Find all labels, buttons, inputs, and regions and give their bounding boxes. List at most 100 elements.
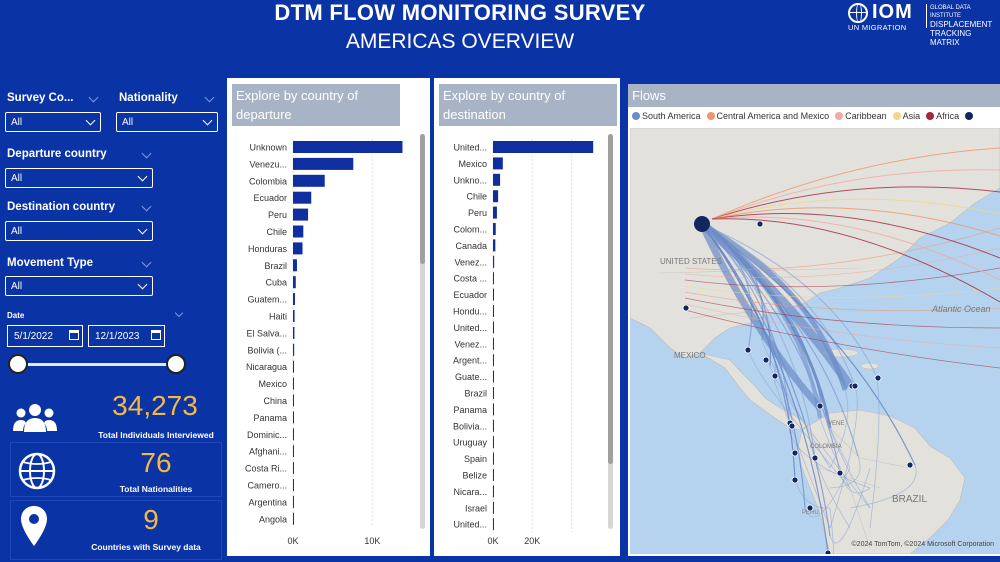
bar[interactable] (493, 469, 494, 481)
nationality-select[interactable]: All (116, 112, 218, 132)
flow-node[interactable] (874, 374, 882, 382)
bar[interactable] (493, 501, 494, 514)
bar[interactable] (493, 206, 497, 219)
flow-node[interactable] (824, 549, 832, 554)
start-date-input[interactable]: 5/1/2022 (7, 325, 83, 347)
bar[interactable] (293, 174, 325, 187)
bar[interactable] (493, 485, 494, 498)
bar[interactable] (493, 223, 496, 235)
date-slider-track[interactable] (18, 363, 176, 366)
flow-node[interactable] (762, 356, 770, 364)
page-subtitle: AMERICAS OVERVIEW (345, 30, 575, 53)
calendar-icon[interactable] (69, 330, 79, 340)
bar[interactable] (293, 326, 295, 339)
destination-country-value: All (11, 226, 23, 237)
bar[interactable] (293, 462, 294, 475)
bar[interactable] (493, 403, 494, 416)
bar[interactable] (493, 354, 494, 367)
departure-scrollbar[interactable] (420, 134, 425, 529)
bar-category-label: Spain (464, 454, 487, 464)
flow-node[interactable] (756, 220, 764, 228)
bar[interactable] (493, 436, 494, 449)
bar[interactable] (493, 321, 494, 334)
legend-item[interactable]: South America (632, 111, 701, 121)
bar[interactable] (493, 255, 495, 268)
legend-item[interactable]: Central America and Mexico (706, 111, 829, 121)
departure-country-value: All (11, 173, 23, 184)
bar[interactable] (293, 343, 295, 356)
bar[interactable] (293, 141, 403, 153)
bar[interactable] (293, 411, 294, 424)
calendar-icon[interactable] (151, 330, 161, 340)
bar[interactable] (493, 190, 499, 203)
bar[interactable] (293, 293, 295, 306)
bar[interactable] (293, 310, 295, 322)
bar[interactable] (293, 394, 294, 407)
bar[interactable] (293, 377, 294, 390)
end-date-input[interactable]: 12/1/2023 (88, 325, 165, 347)
bar[interactable] (293, 276, 296, 289)
flows-map[interactable]: UNITED STATES MEXICO Atlantic Ocean BRAZ… (630, 128, 1000, 554)
bar[interactable] (293, 512, 294, 525)
date-slider-end-handle[interactable] (166, 354, 186, 374)
bar[interactable] (293, 479, 294, 491)
flow-node[interactable] (836, 469, 844, 477)
flow-node[interactable] (791, 476, 799, 484)
date-slider-start-handle[interactable] (8, 354, 28, 374)
legend-item[interactable] (965, 111, 975, 121)
flow-node[interactable] (771, 372, 779, 380)
bar[interactable] (493, 239, 496, 252)
bar[interactable] (493, 173, 501, 186)
departure-scroll-thumb[interactable] (420, 134, 425, 264)
bar-category-label: Angola (259, 514, 287, 524)
bar[interactable] (293, 242, 303, 255)
bar[interactable] (493, 387, 494, 399)
bar[interactable] (493, 370, 494, 383)
flow-node[interactable] (851, 382, 859, 390)
chevron-down-icon (141, 257, 152, 268)
bar-category-label: Guate... (455, 372, 487, 382)
bar[interactable] (293, 191, 312, 204)
bar[interactable] (493, 419, 494, 432)
legend-item[interactable]: Africa (926, 111, 959, 121)
bar[interactable] (293, 208, 309, 221)
bar[interactable] (493, 141, 594, 153)
flow-node[interactable] (788, 422, 796, 430)
bar[interactable] (493, 337, 494, 350)
bar[interactable] (293, 225, 304, 238)
bar[interactable] (293, 157, 354, 170)
bar[interactable] (493, 305, 494, 317)
legend-item[interactable]: Asia (892, 111, 920, 121)
legend-item[interactable]: Caribbean (835, 111, 887, 121)
flow-node[interactable] (806, 504, 814, 512)
destination-scroll-thumb[interactable] (608, 134, 613, 464)
flow-node[interactable] (816, 402, 824, 410)
flow-node[interactable] (811, 454, 819, 462)
bar[interactable] (293, 259, 297, 272)
bar[interactable] (493, 288, 494, 301)
bar[interactable] (493, 272, 494, 285)
legend-label: South America (642, 111, 701, 121)
flow-node-usa[interactable] (694, 216, 710, 232)
destination-scrollbar[interactable] (608, 134, 613, 529)
bar[interactable] (293, 360, 295, 373)
flow-node[interactable] (906, 461, 914, 469)
bar[interactable] (293, 445, 294, 458)
bar-category-label: Brazil (464, 389, 487, 399)
departure-country-select[interactable]: All (5, 168, 153, 188)
flow-node[interactable] (682, 304, 690, 312)
legend-dot (926, 112, 935, 120)
bar[interactable] (493, 518, 494, 531)
survey-country-select[interactable]: All (5, 112, 101, 132)
destination-country-select[interactable]: All (5, 221, 153, 241)
bar[interactable] (293, 495, 294, 508)
bar[interactable] (493, 157, 503, 170)
bar[interactable] (493, 452, 494, 465)
bar[interactable] (293, 428, 294, 441)
flow-node[interactable] (744, 346, 752, 354)
departure-chart-panel: Unknown Venezu... Colombia Ecuador Peru Chile… (227, 78, 430, 556)
bar-category-label: Unknown (249, 143, 287, 153)
movement-type-select[interactable]: All (5, 276, 153, 296)
chevron-down-icon (204, 92, 215, 103)
flow-node[interactable] (791, 449, 799, 457)
